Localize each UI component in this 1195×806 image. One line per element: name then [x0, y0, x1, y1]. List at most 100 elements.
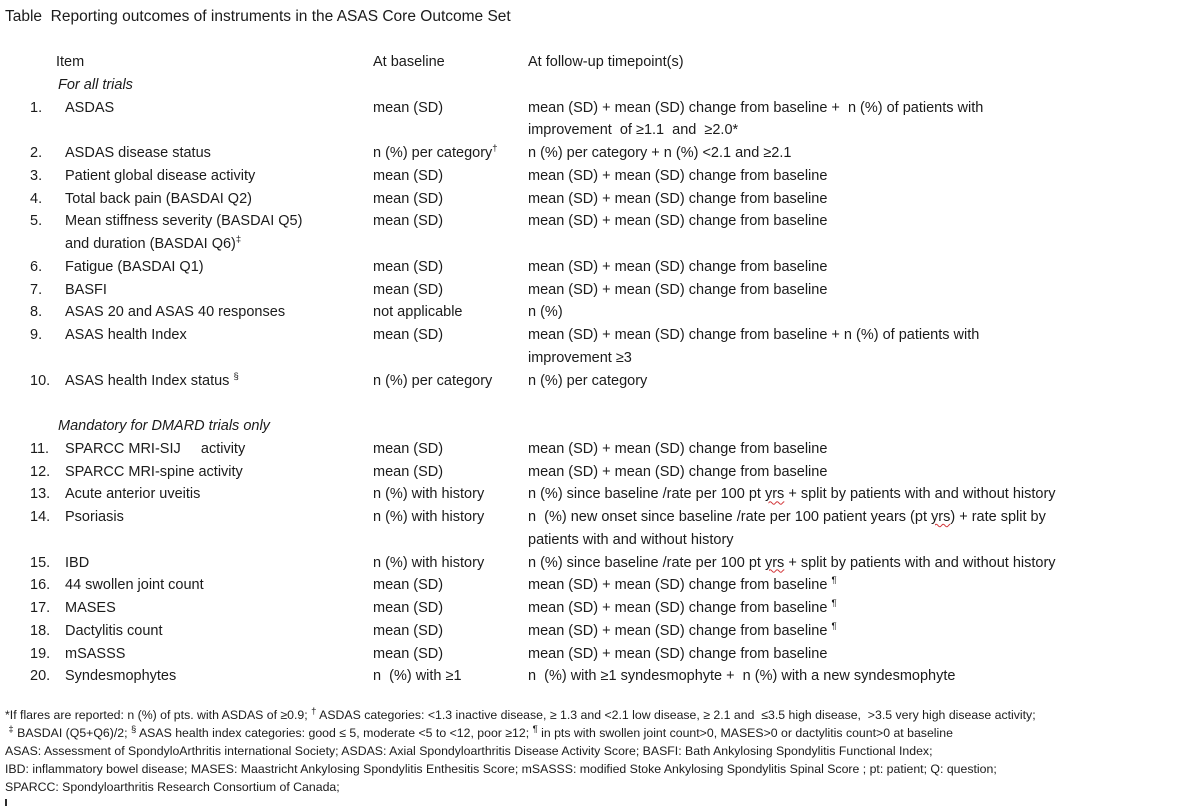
- item-cell: Psoriasis: [65, 509, 124, 525]
- followup-cell: n (%) per category + n (%) <2.1 and ≥2.1: [528, 145, 792, 161]
- followup-cell: mean (SD) + mean (SD) change from baseli…: [528, 213, 828, 230]
- item-number: 15.: [30, 554, 51, 571]
- item-cell: ASAS health Index: [65, 327, 187, 343]
- followup-cell: n (%) since baseline /rate per 100 pt yr…: [528, 554, 1056, 571]
- item-number: 13.: [30, 486, 51, 503]
- followup-cell: mean (SD) + mean (SD) change from baseli…: [528, 281, 828, 298]
- baseline-cell: mean (SD): [373, 99, 444, 116]
- baseline-cell: n (%) per category: [373, 372, 493, 389]
- item-cell: ASDAS: [65, 99, 115, 116]
- followup-cell: mean (SD) + mean (SD) change from baseli…: [528, 99, 984, 139]
- table-row: 10. ASAS health Index status § n (%) per…: [0, 370, 1195, 393]
- followup-cell: n (%): [528, 304, 563, 321]
- table-row: 5. Mean stiffness severity (BASDAI Q5) an…: [0, 210, 1195, 256]
- baseline-cell: mean (SD): [373, 281, 444, 298]
- item-number: 14.: [30, 509, 51, 525]
- outcomes-table: Item At baseline At follow-up timepoint(…: [0, 51, 1195, 688]
- table-header-row: Item At baseline At follow-up timepoint(…: [0, 51, 1195, 74]
- item-cell: Patient global disease activity: [65, 167, 256, 184]
- column-header-baseline: At baseline: [373, 54, 445, 70]
- item-cell: SPARCC MRI-spine activity: [65, 463, 243, 480]
- table-row: 11. SPARCC MRI-SIJ activity mean (SD) me…: [0, 438, 1195, 461]
- baseline-cell: n (%) with history: [373, 554, 485, 571]
- item-number: 1.: [30, 99, 43, 116]
- followup-cell: mean (SD) + mean (SD) change from baseli…: [528, 327, 980, 366]
- table-rows: For all trials 1. ASDAS mean (SD) mean (…: [0, 74, 1195, 688]
- baseline-cell: mean (SD): [373, 440, 444, 457]
- followup-cell: n (%) with ≥1 syndesmophyte + n (%) with…: [528, 668, 956, 685]
- item-cell: mSASSS: [65, 645, 126, 662]
- footnote-line: ‡ BASDAI (Q5+Q6)/2; § ASAS health index …: [8, 723, 953, 740]
- table-row: 13. Acute anterior uveitis n (%) with hi…: [0, 483, 1195, 506]
- table-row: 3. Patient global disease activity mean …: [0, 165, 1195, 188]
- baseline-cell: mean (SD): [373, 258, 444, 275]
- followup-cell: mean (SD) + mean (SD) change from baseli…: [528, 620, 837, 639]
- table-row: 19. mSASSS mean (SD) mean (SD) + mean (S…: [0, 643, 1195, 666]
- item-cell: BASFI: [65, 281, 107, 298]
- table-row: 2. ASDAS disease status n (%) per catego…: [0, 142, 1195, 165]
- item-number: 16.: [30, 577, 51, 594]
- item-cell: MASES: [65, 600, 116, 616]
- item-number: 4.: [30, 190, 43, 207]
- baseline-cell: not applicable: [373, 304, 463, 321]
- item-number: 12.: [30, 463, 51, 480]
- followup-cell: mean (SD) + mean (SD) change from baseli…: [528, 575, 837, 594]
- section-header: Mandatory for DMARD trials only: [58, 418, 270, 434]
- footnotes: *If flares are reported: n (%) of pts. w…: [0, 706, 1195, 796]
- item-number: 9.: [30, 327, 43, 343]
- baseline-cell: mean (SD): [373, 327, 444, 343]
- item-cell: Dactylitis count: [65, 622, 163, 639]
- table-title: Table Reporting outcomes of instruments …: [5, 8, 511, 25]
- followup-cell: n (%) per category: [528, 372, 648, 389]
- baseline-cell: mean (SD): [373, 167, 444, 184]
- item-number: 19.: [30, 645, 51, 662]
- table-row: 7. BASFI mean (SD) mean (SD) + mean (SD)…: [0, 279, 1195, 302]
- baseline-cell: mean (SD): [373, 622, 444, 639]
- item-number: 20.: [30, 668, 51, 685]
- followup-cell: n (%) new onset since baseline /rate per…: [528, 509, 1046, 548]
- followup-cell: mean (SD) + mean (SD) change from baseli…: [528, 645, 828, 662]
- table-row: 1. ASDAS mean (SD) mean (SD) + mean (SD)…: [0, 97, 1195, 143]
- section-header: For all trials: [58, 76, 133, 93]
- item-cell: ASAS 20 and ASAS 40 responses: [65, 304, 286, 321]
- baseline-cell: n (%) per category†: [373, 143, 498, 161]
- followup-cell: mean (SD) + mean (SD) change from baseli…: [528, 463, 828, 480]
- footnote-line: IBD: inflammatory bowel disease; MASES: …: [5, 762, 997, 776]
- followup-cell: mean (SD) + mean (SD) change from baseli…: [528, 440, 828, 457]
- table-row: 8. ASAS 20 and ASAS 40 responses not app…: [0, 301, 1195, 324]
- table-row: 17. MASES mean (SD) mean (SD) + mean (SD…: [0, 597, 1195, 620]
- item-cell: Syndesmophytes: [65, 668, 177, 685]
- item-number: 3.: [30, 167, 43, 184]
- followup-cell: mean (SD) + mean (SD) change from baseli…: [528, 167, 828, 184]
- table-row: 12. SPARCC MRI-spine activity mean (SD) …: [0, 461, 1195, 484]
- followup-cell: mean (SD) + mean (SD) change from baseli…: [528, 598, 837, 616]
- baseline-cell: mean (SD): [373, 577, 444, 594]
- baseline-cell: mean (SD): [373, 213, 444, 230]
- item-number: 6.: [30, 258, 43, 275]
- column-header-item: Item: [56, 54, 85, 70]
- table-row: 18. Dactylitis count mean (SD) mean (SD)…: [0, 620, 1195, 643]
- table-row: 16. 44 swollen joint count mean (SD) mea…: [0, 574, 1195, 597]
- followup-cell: mean (SD) + mean (SD) change from baseli…: [528, 258, 828, 275]
- item-cell: Acute anterior uveitis: [65, 486, 201, 503]
- table-row: 6. Fatigue (BASDAI Q1) mean (SD) mean (S…: [0, 256, 1195, 279]
- table-row: 14. Psoriasis n (%) with history n (%) n…: [0, 506, 1195, 552]
- item-number: 11.: [30, 440, 50, 457]
- item-number: 5.: [30, 213, 43, 230]
- baseline-cell: n (%) with ≥1: [373, 668, 462, 685]
- item-cell: Total back pain (BASDAI Q2): [65, 190, 252, 207]
- baseline-cell: mean (SD): [373, 190, 444, 207]
- item-number: 17.: [30, 600, 51, 616]
- spacer-row: [0, 392, 1195, 415]
- item-number: 7.: [30, 281, 43, 298]
- text-cursor: [5, 799, 7, 806]
- table-row: 15. IBD n (%) with history n (%) since b…: [0, 552, 1195, 575]
- item-cell: SPARCC MRI-SIJ activity: [65, 440, 246, 457]
- baseline-cell: mean (SD): [373, 463, 444, 480]
- baseline-cell: mean (SD): [373, 600, 444, 616]
- table-row: 9. ASAS health Index mean (SD) mean (SD)…: [0, 324, 1195, 370]
- followup-cell: n (%) since baseline /rate per 100 pt yr…: [528, 486, 1056, 503]
- item-cell: IBD: [65, 554, 90, 571]
- baseline-cell: n (%) with history: [373, 486, 485, 503]
- baseline-cell: mean (SD): [373, 645, 444, 662]
